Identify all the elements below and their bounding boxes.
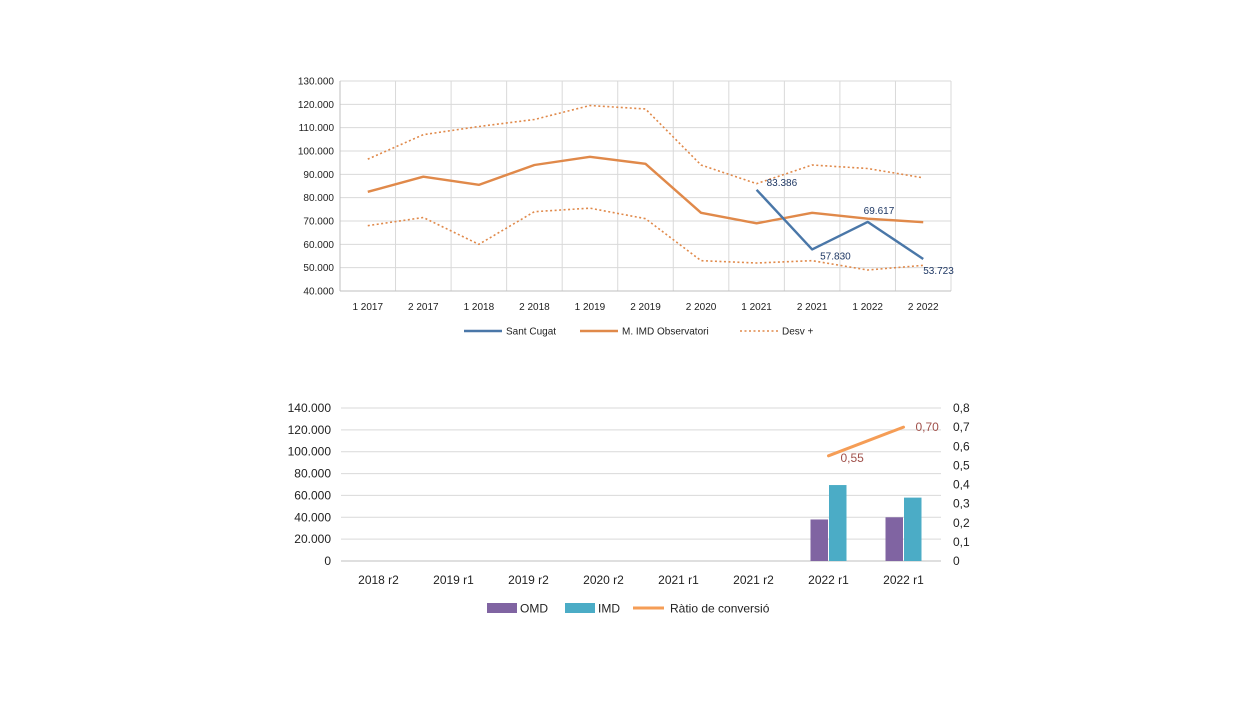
y2-tick-label: 0,6 — [953, 439, 970, 453]
series-imd-observatori-line — [367, 155, 924, 225]
data-label-sant-cugat: 53.723 — [923, 266, 954, 277]
y2-tick-label: 0,4 — [953, 478, 970, 492]
x-tick-label: 2 2021 — [797, 302, 828, 313]
x-tick-label: 2019 r2 — [508, 573, 549, 587]
x-tick-label: 2022 r1 — [883, 573, 924, 587]
y-tick-label: 100.000 — [298, 147, 335, 158]
x-tick-label: 2 2022 — [908, 302, 939, 313]
x-tick-label: 2 2018 — [519, 302, 550, 313]
y-tick-label: 0 — [324, 554, 331, 568]
x-tick-label: 2022 r1 — [808, 573, 849, 587]
x-tick-label: 2 2017 — [408, 302, 439, 313]
x-tick-label: 2 2019 — [630, 302, 661, 313]
y-tick-label: 40.000 — [303, 287, 334, 298]
legend-swatch-omd — [487, 603, 517, 613]
y-tick-label: 120.000 — [298, 100, 335, 111]
x-tick-label: 2021 r2 — [733, 573, 774, 587]
x-tick-label: 1 2017 — [352, 302, 383, 313]
x-tick-label: 1 2019 — [575, 302, 606, 313]
bar-imd — [904, 497, 922, 561]
y-tick-label: 140.000 — [288, 401, 332, 415]
data-label-sant-cugat: 57.830 — [820, 251, 851, 262]
series-desv-plus-upper-line — [367, 104, 924, 185]
y-tick-label: 50.000 — [303, 263, 334, 274]
y-tick-label: 60.000 — [294, 488, 331, 502]
data-label-sant-cugat: 69.617 — [864, 206, 895, 217]
y-tick-label: 130.000 — [298, 77, 335, 88]
y2-tick-label: 0,7 — [953, 420, 970, 434]
series-desv-lower-line — [367, 207, 924, 271]
y2-tick-label: 0,8 — [953, 401, 970, 415]
data-label-ratio: 0,70 — [916, 420, 940, 434]
x-tick-label: 1 2021 — [741, 302, 772, 313]
y2-tick-label: 0,1 — [953, 535, 970, 549]
legend-label: Desv + — [782, 327, 814, 338]
x-tick-label: 2018 r2 — [358, 573, 399, 587]
y-tick-label: 80.000 — [303, 193, 334, 204]
x-tick-label: 1 2018 — [464, 302, 495, 313]
y-tick-label: 120.000 — [288, 423, 332, 437]
legend-label: M. IMD Observatori — [622, 327, 709, 338]
y-tick-label: 90.000 — [303, 170, 334, 181]
bar-omd — [885, 517, 903, 561]
y2-tick-label: 0,3 — [953, 497, 970, 511]
chart-1-line: 130.000 120.000 110.000 100.000 90.000 80.000… — [298, 77, 954, 338]
chart-2-bar: 140.000 120.000 100.000 80.000 60.000 40.000 2… — [288, 401, 970, 616]
series-ratio-line — [827, 425, 905, 458]
legend-swatch-imd — [565, 603, 595, 613]
y-tick-label: 40.000 — [294, 510, 331, 524]
bar-imd — [829, 485, 847, 561]
y-tick-label: 20.000 — [294, 532, 331, 546]
legend-label: IMD — [598, 602, 620, 616]
bar-omd — [810, 519, 828, 561]
series-sant-cugat-line — [755, 188, 924, 260]
legend-label: Sant Cugat — [506, 327, 556, 338]
x-tick-label: 2019 r1 — [433, 573, 474, 587]
x-tick-label: 2 2020 — [686, 302, 717, 313]
y2-tick-label: 0,5 — [953, 458, 970, 472]
x-tick-label: 2020 r2 — [583, 573, 624, 587]
y-tick-label: 80.000 — [294, 467, 331, 481]
x-tick-label: 2021 r1 — [658, 573, 699, 587]
y2-tick-label: 0,2 — [953, 516, 970, 530]
y2-tick-label: 0 — [953, 554, 960, 568]
legend-label: OMD — [520, 602, 548, 616]
y-tick-label: 100.000 — [288, 445, 332, 459]
y-tick-label: 70.000 — [303, 217, 334, 228]
data-label-sant-cugat: 83.386 — [767, 178, 798, 189]
y-tick-label: 110.000 — [299, 123, 335, 134]
data-label-ratio: 0,55 — [841, 451, 865, 465]
legend-label: Ràtio de conversió — [670, 602, 770, 616]
y-tick-label: 60.000 — [303, 240, 334, 251]
x-tick-label: 1 2022 — [852, 302, 883, 313]
